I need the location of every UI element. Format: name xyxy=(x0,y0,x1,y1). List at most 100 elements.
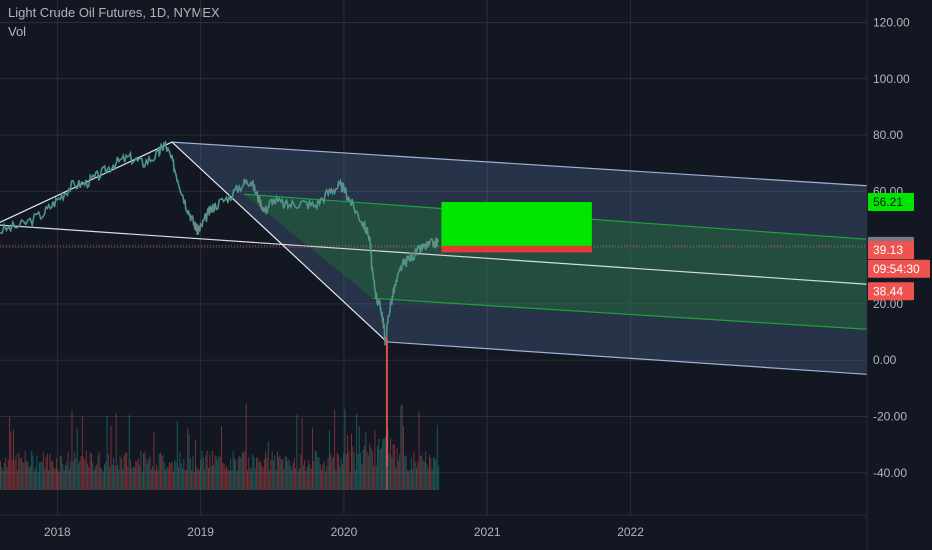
volume-bar xyxy=(215,456,217,490)
volume-bar xyxy=(435,460,437,490)
volume-bar xyxy=(133,467,135,490)
volume-bar xyxy=(227,469,229,490)
volume-bar xyxy=(254,468,256,490)
volume-bar xyxy=(172,471,174,490)
volume-bar xyxy=(53,466,55,490)
volume-bar xyxy=(296,414,298,490)
volume-bar xyxy=(306,466,308,490)
volume-bar xyxy=(357,453,359,490)
volume-bar xyxy=(58,471,60,490)
volume-bar xyxy=(266,457,268,490)
volume-bar xyxy=(390,438,391,490)
volume-bar xyxy=(395,467,397,490)
volume-bar xyxy=(174,459,176,490)
volume-bar xyxy=(327,457,329,490)
long-position-tool[interactable] xyxy=(441,202,592,253)
volume-bar xyxy=(419,456,421,490)
price-badge-text: 56.21 xyxy=(873,195,903,209)
volume-bar xyxy=(417,461,419,490)
volume-bar xyxy=(235,460,237,490)
volume-bar xyxy=(88,466,90,490)
volume-bar xyxy=(44,468,46,490)
volume-bar xyxy=(371,450,373,490)
volume-bar xyxy=(170,463,172,490)
volume-bar xyxy=(162,454,164,490)
volume-bar xyxy=(370,448,372,490)
volume-bar xyxy=(109,467,111,490)
volume-bar xyxy=(211,451,213,490)
volume-bar xyxy=(176,421,178,490)
volume-bar xyxy=(18,452,20,490)
target-zone xyxy=(441,202,592,246)
price-badge-sell: 39.13 xyxy=(868,241,914,260)
volume-bar xyxy=(92,462,94,490)
volume-indicator-label[interactable]: Vol xyxy=(8,24,27,39)
volume-bar xyxy=(110,425,112,490)
volume-bar xyxy=(187,428,189,490)
volume-bar xyxy=(309,463,311,490)
volume-bar xyxy=(237,457,239,490)
volume-bar xyxy=(98,452,100,490)
volume-bar xyxy=(94,466,96,490)
volume-bar xyxy=(139,465,141,490)
volume-bar xyxy=(276,451,278,490)
volume-bar xyxy=(152,466,154,490)
volume-bar xyxy=(367,455,369,490)
price-badge-text: 38.44 xyxy=(873,284,903,298)
x-tick-label: 2022 xyxy=(617,525,644,539)
volume-bar xyxy=(19,458,21,490)
volume-bar xyxy=(39,462,40,490)
volume-bar xyxy=(258,462,260,490)
volume-bar xyxy=(136,461,138,490)
price-badge-timer: 09:54:30 xyxy=(868,259,930,278)
volume-bar xyxy=(228,470,230,490)
volume-bar xyxy=(105,461,107,490)
volume-bar xyxy=(341,464,343,490)
pitchfork-drawing[interactable] xyxy=(0,141,868,375)
volume-bar xyxy=(68,469,70,490)
volume-bar xyxy=(226,465,228,490)
volume-bar xyxy=(185,470,187,490)
volume-bar xyxy=(374,430,376,490)
volume-bar xyxy=(126,452,128,490)
volume-bar xyxy=(192,455,194,490)
volume-bar xyxy=(118,469,120,490)
volume-bar xyxy=(161,455,163,490)
price-badge-bg xyxy=(868,241,914,260)
volume-bar xyxy=(343,452,345,490)
volume-bar xyxy=(128,414,130,490)
volume-bar xyxy=(145,458,147,490)
volume-bar xyxy=(28,466,30,490)
volume-bar xyxy=(11,459,13,490)
volume-bar xyxy=(5,457,7,490)
volume-bar xyxy=(365,431,367,490)
volume-bar xyxy=(45,457,47,490)
volume-bar xyxy=(48,470,50,490)
volume-bar xyxy=(388,453,390,490)
volume-bar xyxy=(275,469,277,490)
volume-bar xyxy=(165,469,167,490)
price-badge-text: 09:54:30 xyxy=(873,262,920,276)
volume-bars xyxy=(0,340,440,490)
volume-bar xyxy=(16,470,18,490)
volume-bar xyxy=(323,460,325,490)
volume-bar xyxy=(79,460,81,490)
volume-bar xyxy=(154,470,156,490)
volume-bar xyxy=(7,459,9,490)
volume-bar xyxy=(85,450,87,490)
volume-bar xyxy=(405,455,407,490)
volume-bar xyxy=(314,450,316,490)
volume-bar xyxy=(140,450,142,490)
volume-bar xyxy=(325,471,326,490)
price-badge-text: 39.13 xyxy=(873,243,903,257)
volume-bar xyxy=(120,458,122,490)
volume-bar xyxy=(97,455,99,490)
volume-bar xyxy=(115,413,117,490)
volume-bar xyxy=(193,471,195,490)
volume-bar xyxy=(396,447,398,490)
volume-bar xyxy=(422,459,424,490)
volume-bar xyxy=(244,450,246,490)
volume-bar xyxy=(261,465,263,490)
volume-bar xyxy=(189,458,191,490)
